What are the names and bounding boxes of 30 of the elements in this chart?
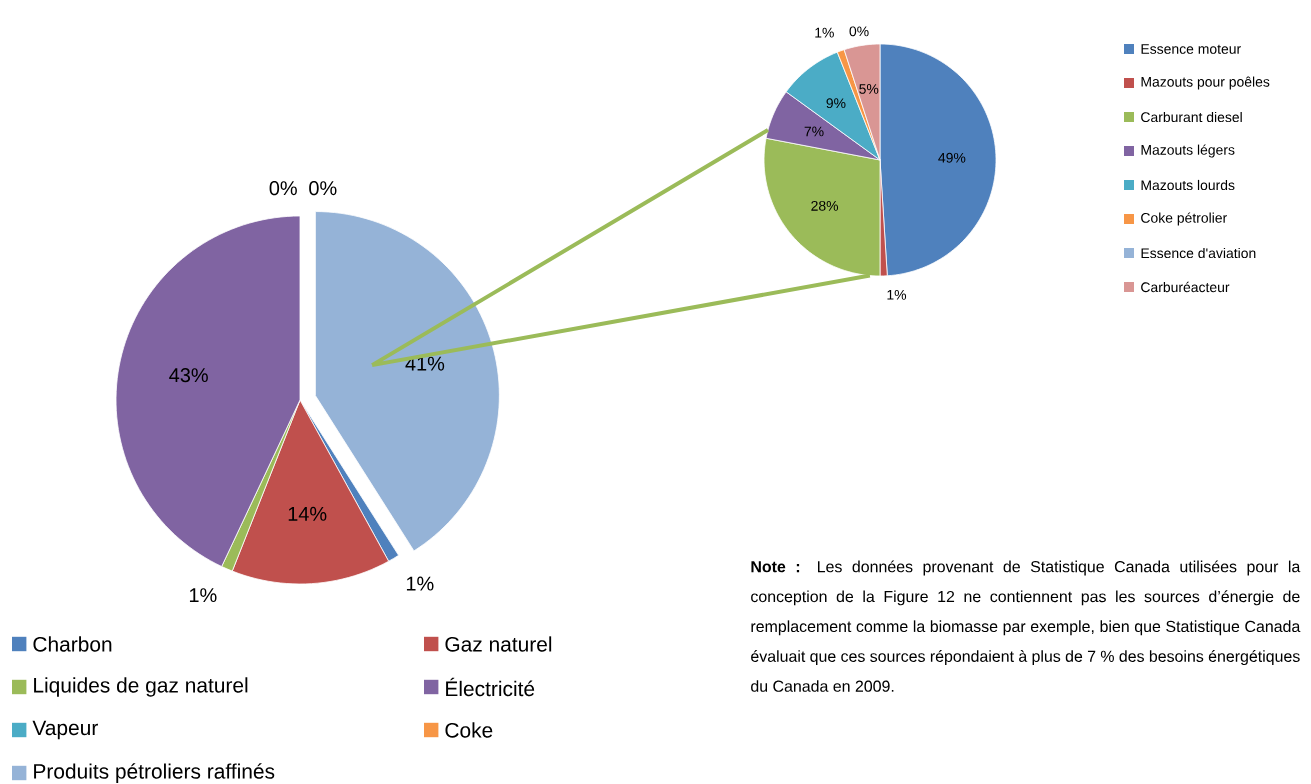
data-label: 5% [859,84,879,94]
legend-label: Coke pétrolier [1141,212,1227,226]
legend-label: Carburéacteur [1141,281,1230,293]
legend-label: Électricité [446,677,535,697]
data-label: 28% [811,200,839,211]
data-label: 14% [288,506,327,521]
legend-label: Essence moteur [1141,44,1241,54]
text: Note : Les données provenant de Statistique Canada utilisées pour la conception de la Figure 12 ne contiennent pas les sources d’énergie de remplacement comme la biomasse par exemple, bien que Statistique Canada évaluait que ces sources répondaient à plus de 7 % des besoins énergétiques du Canada en 2009. [751,560,1301,692]
legend-label: Mazouts légers [1141,144,1235,158]
legend-label: Gaz naturel [445,636,552,652]
data-label: 1% [887,289,907,300]
text: 0% [309,181,337,196]
legend-label: Produits pétroliers raffinés [34,763,275,783]
text: 0% [849,26,869,37]
legend-label: Vapeur [32,720,98,740]
data-label: 1% [815,27,834,38]
legend-label: Mazouts lourds [1141,179,1235,191]
legend-label: Mazouts pour poêles [1141,76,1270,90]
data-label: 43% [169,368,208,383]
data-label: 7% [804,126,824,137]
data-label: 9% [826,98,846,109]
data-label: 1% [189,588,217,603]
legend-label: Charbon [33,636,112,652]
data-label: 49% [938,152,966,163]
legend-label: Carburant diesel [1141,111,1242,123]
legend-label: Liquides de gaz naturel [34,677,248,697]
data-label: 1% [406,576,434,591]
legend-label: Essence d'aviation [1141,247,1256,259]
legend-label: Coke [445,722,493,738]
text: 0% [269,181,297,196]
